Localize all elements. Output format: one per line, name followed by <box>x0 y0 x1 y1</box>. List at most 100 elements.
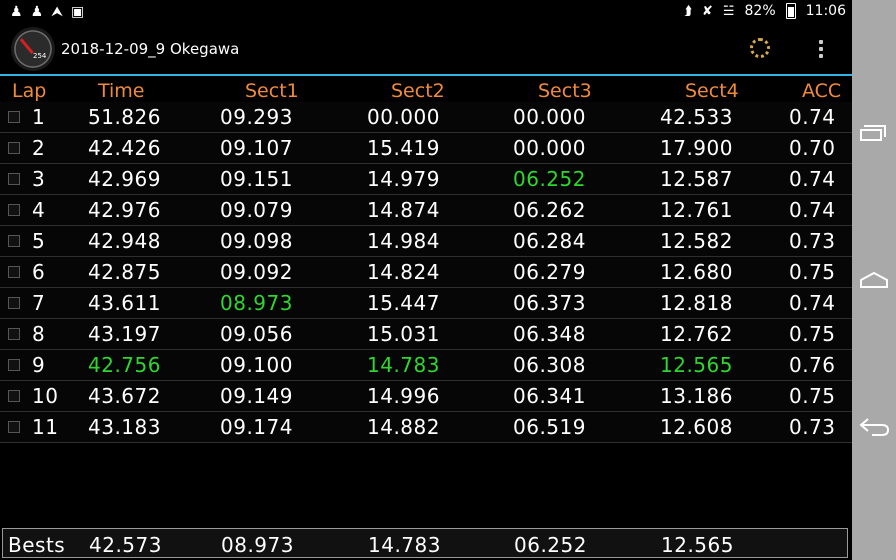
notification-icons: ♟ ♟ ⮝ ▣ <box>10 3 84 21</box>
overflow-menu-icon[interactable] <box>819 40 823 61</box>
cell-acc: 0.76 <box>789 353 836 377</box>
lap-checkbox[interactable] <box>8 235 20 247</box>
cell-time: 42.969 <box>88 167 161 191</box>
table-row[interactable]: 1 51.826 09.293 00.000 00.000 42.533 0.74 <box>0 102 852 133</box>
table-row[interactable]: 8 43.197 09.056 15.031 06.348 12.762 0.75 <box>0 319 852 350</box>
cell-sect2: 14.979 <box>367 167 440 191</box>
table-header: Lap Time Sect1 Sect2 Sect3 Sect4 ACC <box>0 78 852 102</box>
cell-sect2: 14.996 <box>367 384 440 408</box>
header-lap[interactable]: Lap <box>12 80 47 102</box>
cell-sect3: 06.279 <box>513 260 586 284</box>
cell-acc: 0.75 <box>789 384 836 408</box>
cell-lap: 3 <box>32 167 46 191</box>
cell-time: 42.976 <box>88 198 161 222</box>
cell-time: 43.183 <box>88 415 161 439</box>
table-row[interactable]: 11 43.183 09.174 14.882 06.519 12.608 0.73 <box>0 412 852 443</box>
app-icon[interactable]: 254 <box>11 27 55 71</box>
cell-lap: 9 <box>32 353 46 377</box>
cell-sect4: 12.582 <box>660 229 733 253</box>
cell-sect1: 09.098 <box>220 229 293 253</box>
cell-sect1: 09.092 <box>220 260 293 284</box>
cell-acc: 0.70 <box>789 136 836 160</box>
cell-sect4: 12.761 <box>660 198 733 222</box>
cell-sect3: 06.519 <box>513 415 586 439</box>
cell-sect4: 42.533 <box>660 105 733 129</box>
cell-sect2: 00.000 <box>367 105 440 129</box>
cell-sect3: 06.373 <box>513 291 586 315</box>
cell-lap: 8 <box>32 322 46 346</box>
cell-sect2: 14.783 <box>367 353 440 377</box>
vibrate-off-icon: ✘ <box>701 3 713 19</box>
header-sect2[interactable]: Sect2 <box>391 80 445 102</box>
lap-checkbox[interactable] <box>8 328 20 340</box>
bluetooth-icon: ⮭ <box>684 3 692 19</box>
cell-time: 42.426 <box>88 136 161 160</box>
header-acc[interactable]: ACC <box>802 80 842 102</box>
lap-checkbox[interactable] <box>8 204 20 216</box>
table-row[interactable]: 9 42.756 09.100 14.783 06.308 12.565 0.76 <box>0 350 852 381</box>
cell-sect1: 09.079 <box>220 198 293 222</box>
cell-sect4: 12.680 <box>660 260 733 284</box>
cell-sect1: 09.056 <box>220 322 293 346</box>
lap-checkbox[interactable] <box>8 390 20 402</box>
cell-sect1: 09.107 <box>220 136 293 160</box>
cell-sect2: 15.419 <box>367 136 440 160</box>
cell-lap: 7 <box>32 291 46 315</box>
back-icon[interactable] <box>858 417 890 437</box>
cell-sect1: 09.151 <box>220 167 293 191</box>
refresh-icon[interactable] <box>750 38 770 58</box>
cell-sect1: 09.100 <box>220 353 293 377</box>
lap-table: Lap Time Sect1 Sect2 Sect3 Sect4 ACC 1 51… <box>0 78 852 443</box>
cell-sect3: 06.348 <box>513 322 586 346</box>
cell-lap: 2 <box>32 136 46 160</box>
table-row[interactable]: 10 43.672 09.149 14.996 06.341 13.186 0.75 <box>0 381 852 412</box>
cell-sect1: 09.293 <box>220 105 293 129</box>
lap-checkbox[interactable] <box>8 142 20 154</box>
header-sect1[interactable]: Sect1 <box>245 80 299 102</box>
cell-time: 43.672 <box>88 384 161 408</box>
table-row[interactable]: 6 42.875 09.092 14.824 06.279 12.680 0.75 <box>0 257 852 288</box>
cell-acc: 0.75 <box>789 260 836 284</box>
bests-sect3: 06.252 <box>514 533 587 557</box>
app-icon-value: 254 <box>33 52 47 60</box>
cell-sect1: 09.149 <box>220 384 293 408</box>
cell-acc: 0.73 <box>789 415 836 439</box>
gauge-needle-icon <box>19 38 34 54</box>
header-sect4[interactable]: Sect4 <box>685 80 739 102</box>
table-body: 1 51.826 09.293 00.000 00.000 42.533 0.74 2 42.4… <box>0 102 852 443</box>
cell-sect3: 00.000 <box>513 105 586 129</box>
upload-icon: ⮝ <box>51 4 64 20</box>
action-bar: 254 2018-12-09_9 Okegawa <box>0 24 852 76</box>
lap-checkbox[interactable] <box>8 297 20 309</box>
header-time[interactable]: Time <box>98 80 145 102</box>
table-row[interactable]: 2 42.426 09.107 15.419 00.000 17.900 0.70 <box>0 133 852 164</box>
cell-time: 51.826 <box>88 105 161 129</box>
table-row[interactable]: 4 42.976 09.079 14.874 06.262 12.761 0.74 <box>0 195 852 226</box>
table-row[interactable]: 7 43.611 08.973 15.447 06.373 12.818 0.74 <box>0 288 852 319</box>
cell-sect1: 09.174 <box>220 415 293 439</box>
lap-checkbox[interactable] <box>8 266 20 278</box>
lap-checkbox[interactable] <box>8 111 20 123</box>
table-row[interactable]: 3 42.969 09.151 14.979 06.252 12.587 0.74 <box>0 164 852 195</box>
cell-sect4: 12.608 <box>660 415 733 439</box>
cell-sect2: 14.824 <box>367 260 440 284</box>
system-icons: ⮭ ✘ ☱ 82% 11:06 <box>684 3 846 19</box>
cell-acc: 0.74 <box>789 105 836 129</box>
recents-icon[interactable] <box>860 125 886 141</box>
cell-sect2: 15.447 <box>367 291 440 315</box>
lap-checkbox[interactable] <box>8 421 20 433</box>
cell-lap: 10 <box>32 384 59 408</box>
cell-sect2: 14.874 <box>367 198 440 222</box>
lap-checkbox[interactable] <box>8 359 20 371</box>
lap-checkbox[interactable] <box>8 173 20 185</box>
cell-sect3: 06.284 <box>513 229 586 253</box>
cell-lap: 4 <box>32 198 46 222</box>
home-icon[interactable] <box>860 272 888 288</box>
image-icon: ▣ <box>71 4 85 20</box>
header-sect3[interactable]: Sect3 <box>538 80 592 102</box>
cell-sect3: 06.262 <box>513 198 586 222</box>
cell-sect2: 14.882 <box>367 415 440 439</box>
table-row[interactable]: 5 42.948 09.098 14.984 06.284 12.582 0.73 <box>0 226 852 257</box>
cell-sect1: 08.973 <box>220 291 293 315</box>
cell-time: 43.197 <box>88 322 161 346</box>
